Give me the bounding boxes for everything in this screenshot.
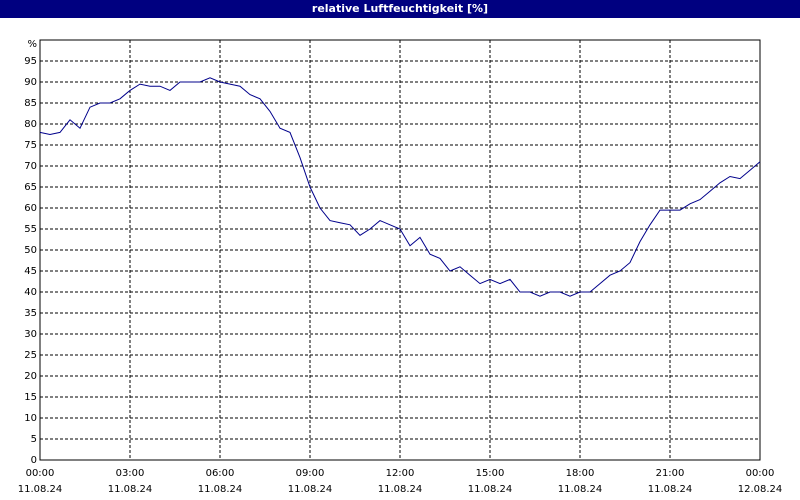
y-tick-label: 20 bbox=[24, 371, 37, 382]
y-tick-label: 50 bbox=[24, 245, 37, 256]
y-unit: % bbox=[27, 39, 37, 50]
x-tick-date: 11.08.24 bbox=[378, 484, 423, 495]
y-tick-label: 70 bbox=[24, 161, 37, 172]
y-tick-label: 65 bbox=[24, 182, 37, 193]
y-tick-label: 75 bbox=[24, 140, 37, 151]
title-bar bbox=[0, 0, 800, 18]
y-tick-label: 90 bbox=[24, 77, 37, 88]
x-tick-label: 06:00 bbox=[206, 468, 235, 479]
x-tick-label: 21:00 bbox=[656, 468, 685, 479]
chart-title: relative Luftfeuchtigkeit [%] bbox=[312, 2, 488, 15]
x-tick-date: 11.08.24 bbox=[558, 484, 603, 495]
x-tick-date: 11.08.24 bbox=[468, 484, 513, 495]
y-tick-label: 35 bbox=[24, 308, 37, 319]
x-tick-date: 12.08.24 bbox=[738, 484, 783, 495]
data-line bbox=[39, 77, 761, 297]
y-tick-label: 25 bbox=[24, 350, 37, 361]
x-tick-date: 11.08.24 bbox=[18, 484, 63, 495]
x-tick-date: 11.08.24 bbox=[288, 484, 333, 495]
y-tick-label: 60 bbox=[24, 203, 37, 214]
x-tick-label: 15:00 bbox=[476, 468, 505, 479]
x-tick-label: 18:00 bbox=[566, 468, 595, 479]
x-tick-date: 11.08.24 bbox=[108, 484, 153, 495]
y-tick-label: 40 bbox=[24, 287, 37, 298]
x-tick-date: 11.08.24 bbox=[198, 484, 243, 495]
y-tick-label: 45 bbox=[24, 266, 37, 277]
y-tick-label: 10 bbox=[24, 413, 37, 424]
x-tick-label: 00:00 bbox=[26, 468, 55, 479]
x-tick-label: 00:00 bbox=[746, 468, 775, 479]
x-tick-label: 09:00 bbox=[296, 468, 325, 479]
y-tick-label: 30 bbox=[24, 329, 37, 340]
y-tick-label: 80 bbox=[24, 119, 37, 130]
y-tick-label: 0 bbox=[31, 455, 37, 466]
y-tick-label: 95 bbox=[24, 56, 37, 67]
y-tick-label: 5 bbox=[31, 434, 37, 445]
x-tick-label: 03:00 bbox=[116, 468, 145, 479]
y-tick-label: 15 bbox=[24, 392, 37, 403]
x-tick-label: 12:00 bbox=[386, 468, 415, 479]
y-tick-label: 55 bbox=[24, 224, 37, 235]
x-tick-date: 11.08.24 bbox=[648, 484, 693, 495]
y-tick-label: 85 bbox=[24, 98, 37, 109]
